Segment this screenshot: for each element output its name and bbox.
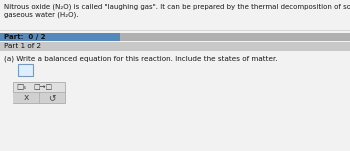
Bar bbox=[0, 33, 350, 41]
Bar bbox=[0, 42, 350, 51]
Text: ↺: ↺ bbox=[48, 93, 56, 102]
Text: (a) Write a balanced equation for this reaction. Include the states of matter.: (a) Write a balanced equation for this r… bbox=[4, 55, 278, 61]
Text: □→□: □→□ bbox=[33, 84, 52, 90]
Bar bbox=[18, 64, 33, 76]
Text: gaseous water (H₂O).: gaseous water (H₂O). bbox=[4, 12, 78, 19]
Text: Part:  0 / 2: Part: 0 / 2 bbox=[4, 34, 46, 40]
Text: Part 1 of 2: Part 1 of 2 bbox=[4, 43, 41, 50]
Text: x: x bbox=[23, 93, 29, 102]
Bar bbox=[0, 51, 350, 151]
Text: Nitrous oxide (N₂O) is called "laughing gas". It can be prepared by the thermal : Nitrous oxide (N₂O) is called "laughing … bbox=[4, 4, 350, 11]
Bar bbox=[13, 82, 65, 103]
Text: □ₛ: □ₛ bbox=[16, 82, 26, 92]
Bar bbox=[13, 92, 65, 103]
Bar bbox=[0, 33, 120, 41]
